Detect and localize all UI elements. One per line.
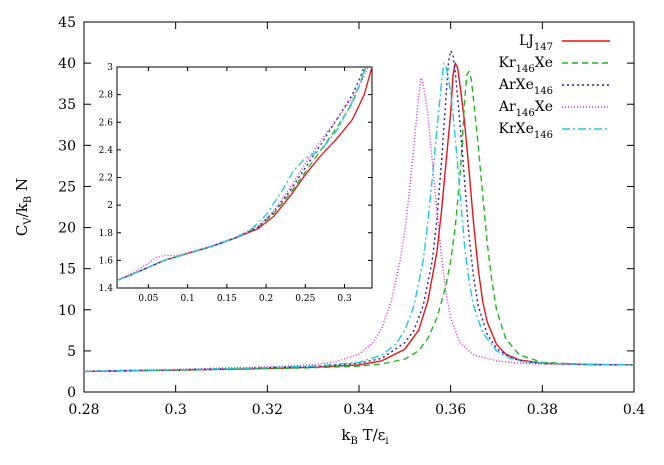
y-tick-label: 10	[58, 303, 76, 319]
y-tick-label: 35	[58, 97, 76, 113]
legend-label-main: KrXe	[499, 121, 534, 137]
y-tick-label: 15	[58, 262, 76, 278]
series-line-kr146xe	[83, 70, 635, 373]
inset-y-tick-label: 2.2	[99, 174, 113, 184]
inset-y-tick-label: 1.6	[99, 256, 114, 266]
inset-x-tick-label: 0.25	[295, 294, 315, 304]
legend-label-rest: Xe	[535, 99, 553, 115]
inset-series-line-1	[116, 66, 367, 282]
y-tick-label: 20	[58, 221, 76, 237]
legend-label-subscript: 146	[516, 64, 535, 75]
series-line-lj147	[83, 62, 635, 373]
legend-label-subscript: 146	[534, 130, 553, 141]
inset-series-line-0	[116, 66, 373, 282]
inset-y-tick-label: 2	[107, 201, 113, 211]
legend-label-main: ArXe	[498, 77, 534, 93]
inset-frame	[116, 66, 373, 289]
legend-label-main: LJ	[519, 33, 534, 49]
x-tick-label: 0.38	[527, 402, 558, 418]
inset-y-tick-label: 2.8	[99, 91, 114, 101]
legend-label-main: Kr	[498, 55, 515, 71]
series-line-krxe146	[83, 62, 635, 373]
y-axis-title-part: /k	[13, 202, 31, 217]
y-axis-title-part: B	[23, 196, 34, 203]
y-tick-label: 45	[58, 15, 76, 31]
y-axis-title-part: V	[23, 217, 34, 226]
y-tick-label: 40	[58, 56, 76, 72]
legend-label-subscript: 147	[534, 42, 553, 53]
inset-y-tick-label: 1.4	[99, 284, 114, 294]
inset-x-tick-label: 0.2	[259, 294, 273, 304]
x-tick-label: 0.3	[165, 402, 187, 418]
legend-entry-label: KrXe146	[499, 121, 554, 141]
inset-series-line-4	[116, 66, 366, 282]
main-plot-frame	[83, 21, 635, 393]
y-axis-title: CV/kB N	[13, 178, 34, 236]
inset-x-tick-label: 0.05	[138, 294, 158, 304]
inset-y-tick-label: 1.8	[99, 229, 114, 239]
series-line-arxe146	[83, 50, 635, 373]
inset-x-tick-label: 0.15	[217, 294, 237, 304]
x-axis-title-part: i	[385, 436, 388, 447]
inset-y-tick-label: 2.6	[99, 118, 114, 128]
x-axis-title: kB T/εi	[341, 426, 388, 447]
y-tick-label: 25	[58, 179, 76, 195]
x-tick-label: 0.34	[343, 402, 374, 418]
legend-label-main: Ar	[498, 99, 516, 115]
inset-y-tick-label: 2.4	[99, 146, 114, 156]
legend-entry-label: LJ147	[519, 33, 553, 53]
inset-series-line-2	[116, 66, 365, 282]
legend-label-subscript: 146	[534, 86, 553, 97]
x-tick-label: 0.36	[435, 402, 466, 418]
inset-y-tick-label: 3	[107, 63, 113, 73]
x-axis-title-part: k	[341, 426, 351, 444]
legend-label-rest: Xe	[535, 55, 553, 71]
inset-series-line-3	[116, 66, 369, 281]
legend-entry-label: ArXe146	[498, 77, 553, 97]
x-axis-title-part: T/ε	[358, 426, 386, 444]
x-tick-label: 0.4	[623, 402, 645, 418]
legend-label-subscript: 146	[516, 108, 535, 119]
y-axis-title-part: C	[13, 225, 31, 236]
x-axis-title-part: B	[350, 436, 357, 447]
legend-entry-label: Ar146Xe	[498, 99, 553, 119]
inset-x-tick-label: 0.1	[180, 294, 194, 304]
y-tick-label: 30	[58, 138, 76, 154]
inset-plot: 0.05 0.1 0.15 0.2 0.25 0.3 1.4 1.6 1.8 2 2.2 2.4 2.6…	[99, 63, 373, 304]
main-axes: 0.28 0.3 0.32 0.34 0.36 0.38 0.405101520253035…	[58, 15, 645, 418]
series-line-ar146xe	[83, 77, 635, 372]
inset-x-tick-label: 0.3	[337, 294, 352, 304]
main-series-lines	[83, 50, 635, 373]
y-tick-label: 0	[67, 385, 76, 401]
x-tick-label: 0.28	[68, 402, 99, 418]
legend-entry-label: Kr146Xe	[498, 55, 553, 75]
y-tick-label: 5	[67, 344, 76, 360]
x-tick-label: 0.32	[252, 402, 283, 418]
y-axis-title-part: N	[13, 178, 31, 196]
